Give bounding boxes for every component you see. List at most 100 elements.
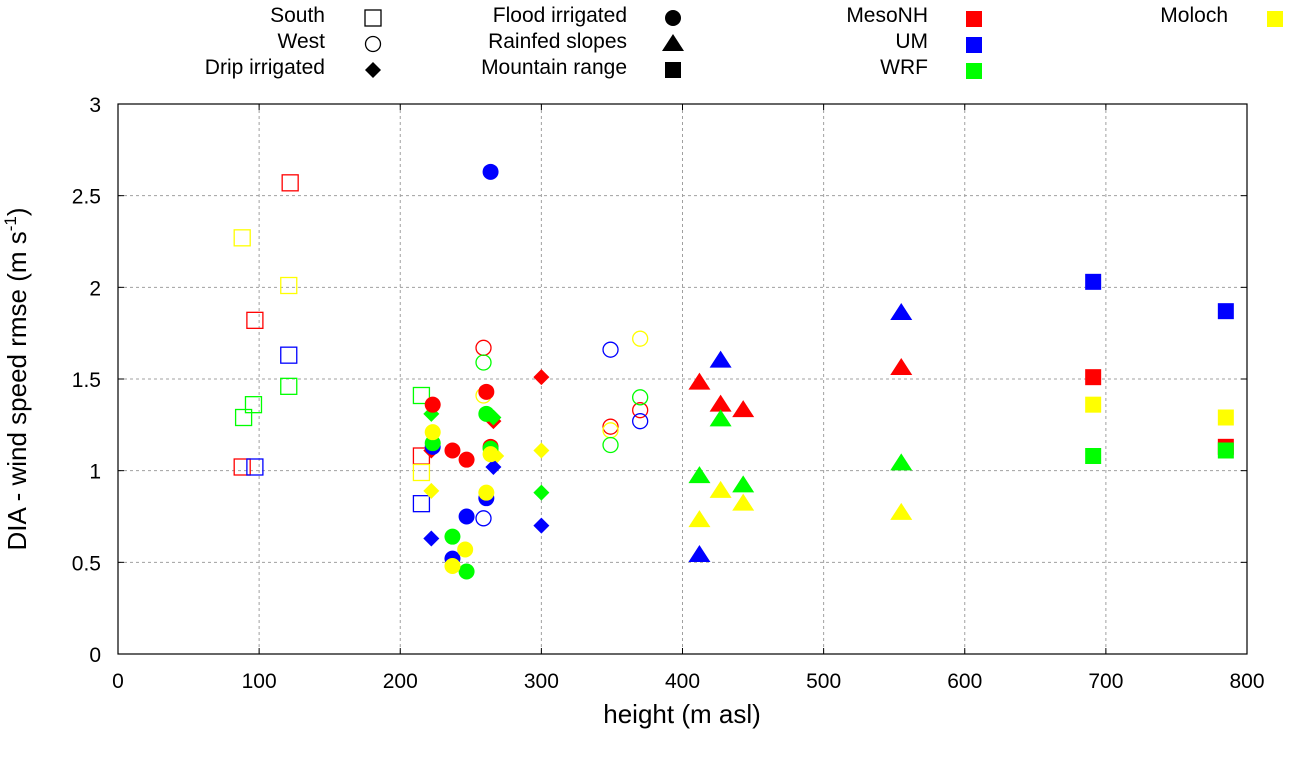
legend-item-wrf: WRF	[880, 56, 982, 79]
data-point	[478, 405, 495, 422]
x-tick-label: 800	[1229, 670, 1264, 693]
legend-label: South	[270, 4, 325, 27]
legend-marker-open-circle-icon	[364, 35, 382, 53]
legend-item-moloch: Moloch	[1160, 4, 1283, 27]
legend: South West Drip irrigated Flood irrigated Ra…	[205, 4, 1283, 79]
data-point	[709, 480, 732, 498]
data-point	[688, 510, 711, 528]
series-rainfed-slopes-moloch	[688, 480, 913, 528]
series-rainfed-slopes-mesonh	[688, 358, 913, 418]
data-point	[1217, 303, 1234, 320]
series-rainfed-slopes-um	[688, 303, 913, 562]
data-point	[602, 341, 619, 358]
series-south-um	[246, 346, 431, 513]
data-point	[1085, 369, 1102, 386]
data-point	[1085, 448, 1102, 464]
data-point	[1085, 396, 1102, 413]
legend-label: Drip irrigated	[205, 56, 325, 79]
data-point	[423, 530, 440, 547]
legend-label: Mountain range	[481, 56, 627, 79]
y-axis-title-superscript: -1	[1, 216, 20, 231]
legend-item-south: South	[270, 4, 382, 27]
legend-item-um: UM	[895, 30, 982, 53]
y-axis-title-main: DIA - wind speed rmse (m s	[2, 231, 32, 550]
series-mountain-range-wrf	[1085, 442, 1234, 464]
data-point	[485, 459, 502, 475]
data-point	[280, 276, 298, 295]
data-point	[890, 502, 913, 520]
legend-label: UM	[895, 30, 928, 53]
series-south-moloch	[233, 229, 431, 482]
legend-label: Rainfed slopes	[488, 30, 627, 53]
data-point	[533, 517, 550, 534]
y-tick-label: 0	[89, 644, 101, 667]
legend-color-swatch-icon	[966, 63, 982, 79]
series-west-moloch	[475, 330, 649, 439]
x-tick-label: 700	[1088, 670, 1123, 693]
data-point	[482, 163, 499, 180]
y-tick-label: 1	[89, 461, 101, 484]
data-point	[280, 346, 298, 364]
series-rainfed-slopes-wrf	[688, 409, 913, 493]
data-point	[281, 174, 299, 192]
y-tick-label: 0.5	[72, 552, 101, 575]
data-point	[688, 372, 711, 390]
y-tick-labels: 0 0.5 1 1.5 2 2.5 3	[72, 94, 101, 667]
axis-ticks	[117, 103, 1248, 655]
data-point	[602, 436, 619, 454]
data-point	[475, 354, 492, 371]
legend-marker-diamond-icon	[365, 62, 381, 78]
legend-marker-square-icon	[665, 62, 681, 78]
data-point	[533, 484, 550, 501]
data-point	[475, 339, 492, 356]
data-point	[732, 493, 755, 511]
legend-label: MesoNH	[846, 4, 928, 27]
data-points	[233, 163, 1234, 580]
data-point	[444, 442, 461, 459]
data-point	[423, 482, 440, 499]
legend-item-west: West	[278, 30, 382, 53]
data-point	[244, 396, 263, 414]
x-axis-title: height (m asl)	[603, 699, 761, 729]
y-axis-title: DIA - wind speed rmse (m s-1)	[1, 207, 32, 550]
series-mountain-range-mesonh	[1085, 369, 1234, 455]
data-point	[458, 563, 475, 580]
legend-label: West	[278, 30, 326, 53]
data-point	[732, 400, 755, 418]
legend-label: Flood irrigated	[493, 4, 627, 27]
data-point	[280, 377, 298, 395]
data-point	[246, 458, 264, 476]
data-point	[709, 394, 732, 412]
x-tick-label: 400	[665, 670, 700, 693]
y-tick-label: 3	[89, 94, 101, 117]
legend-marker-triangle-icon	[662, 34, 684, 51]
data-point	[709, 409, 732, 427]
x-tick-label: 200	[383, 670, 418, 693]
data-point	[602, 422, 619, 439]
legend-label: WRF	[880, 56, 928, 79]
legend-color-swatch-icon	[966, 11, 982, 27]
data-point	[890, 358, 913, 375]
data-point	[424, 424, 441, 441]
legend-item-rainfed-slopes: Rainfed slopes	[488, 30, 684, 53]
data-point	[246, 311, 264, 329]
data-point	[533, 369, 550, 386]
data-point	[458, 508, 475, 525]
legend-item-mesonh: MesoNH	[846, 4, 982, 27]
data-point	[1217, 409, 1234, 426]
data-point	[458, 451, 475, 468]
data-point	[688, 545, 711, 562]
data-point	[412, 495, 431, 513]
data-point	[890, 453, 913, 471]
data-point	[478, 484, 495, 501]
series-mountain-range-um	[1085, 273, 1234, 320]
data-point	[412, 386, 431, 405]
data-point	[709, 350, 732, 368]
data-point	[444, 558, 461, 574]
data-point	[482, 446, 499, 463]
y-axis-title-end: )	[2, 207, 32, 216]
y-tick-label: 2.5	[72, 186, 101, 209]
data-point	[233, 229, 251, 247]
data-point	[478, 383, 495, 400]
